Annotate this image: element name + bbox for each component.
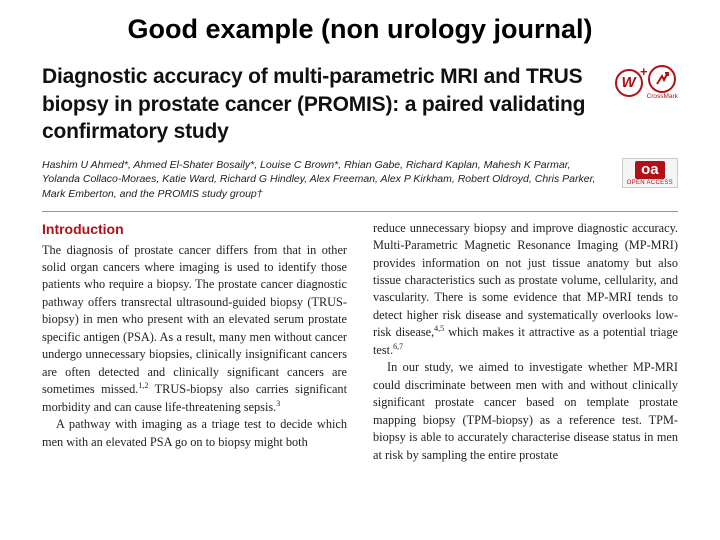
citation-ref: 1,2 [138, 381, 148, 390]
column-left: Introduction The diagnosis of prostate c… [42, 220, 347, 464]
crossmark-label: CrossMark [647, 93, 678, 100]
citation-ref: 3 [276, 399, 280, 408]
body-columns: Introduction The diagnosis of prostate c… [42, 220, 678, 464]
section-heading: Introduction [42, 220, 347, 240]
divider [42, 211, 678, 212]
author-list: Hashim U Ahmed*, Ahmed El-Shater Bosaily… [42, 158, 604, 201]
paragraph: reduce unnecessary biopsy and improve di… [373, 220, 678, 360]
oa-icon: oa [635, 161, 665, 179]
badge-group: W CrossMark [615, 63, 678, 100]
slide-title: Good example (non urology journal) [0, 0, 720, 63]
column-right: reduce unnecessary biopsy and improve di… [373, 220, 678, 464]
crossmark-icon: CrossMark [647, 65, 678, 100]
oa-label: OPEN ACCESS [627, 180, 673, 186]
paragraph: In our study, we aimed to investigate wh… [373, 359, 678, 464]
crossmark-circle-icon [648, 65, 676, 93]
paper-container: Diagnostic accuracy of multi-parametric … [0, 63, 720, 464]
paragraph: The diagnosis of prostate cancer differs… [42, 242, 347, 417]
body-text: reduce unnecessary biopsy and improve di… [373, 221, 678, 340]
open-access-badge: oa OPEN ACCESS [622, 158, 678, 188]
journal-badge-icon: W [615, 69, 643, 97]
paragraph: A pathway with imaging as a triage test … [42, 416, 347, 451]
citation-ref: 6,7 [393, 342, 403, 351]
paper-title: Diagnostic accuracy of multi-parametric … [42, 63, 597, 146]
body-text: The diagnosis of prostate cancer differs… [42, 243, 347, 397]
citation-ref: 4,5 [434, 324, 444, 333]
authors-row: Hashim U Ahmed*, Ahmed El-Shater Bosaily… [42, 158, 678, 201]
paper-header: Diagnostic accuracy of multi-parametric … [42, 63, 678, 146]
